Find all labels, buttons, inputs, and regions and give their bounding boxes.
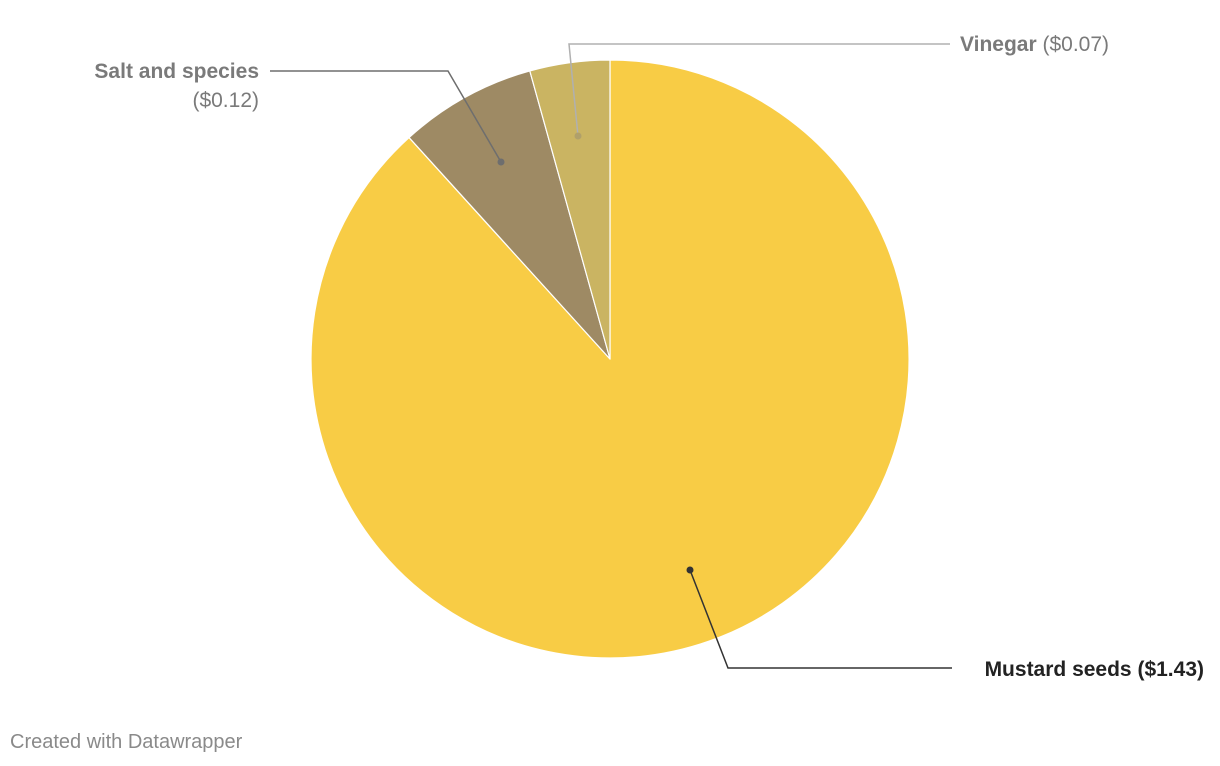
leader-line-salt-and-species — [270, 70, 502, 163]
pie-slices — [310, 59, 910, 659]
slice-label-vinegar: Vinegar ($0.07) — [960, 33, 1109, 56]
slice-value: ($0.12) — [192, 89, 259, 112]
pie-slice-salt-and-species — [408, 70, 611, 360]
slice-value: ($0.07) — [1037, 33, 1109, 56]
slice-name: Mustard seeds — [985, 658, 1132, 681]
leader-line-mustard-seeds — [689, 569, 952, 669]
leader-dot-vinegar — [574, 132, 582, 140]
slice-label-salt-and-species-line2: ($0.12) — [192, 89, 259, 112]
slice-label-salt-and-species-line1: Salt and species — [94, 60, 259, 83]
leader-line-vinegar — [568, 43, 950, 137]
slice-name: Salt and species — [94, 60, 259, 83]
leader-dot-salt-and-species — [497, 158, 505, 166]
slice-label-mustard-seeds: Mustard seeds ($1.43) — [985, 658, 1204, 681]
slice-value: ($1.43) — [1132, 658, 1204, 681]
pie-labels: Mustard seeds ($1.43) Salt and species ($0… — [94, 33, 1204, 681]
pie-slice-vinegar — [529, 59, 611, 360]
footer-credit: Created with Datawrapper — [10, 731, 243, 753]
leader-dot-mustard-seeds — [686, 566, 694, 574]
slice-name: Vinegar — [960, 33, 1037, 56]
